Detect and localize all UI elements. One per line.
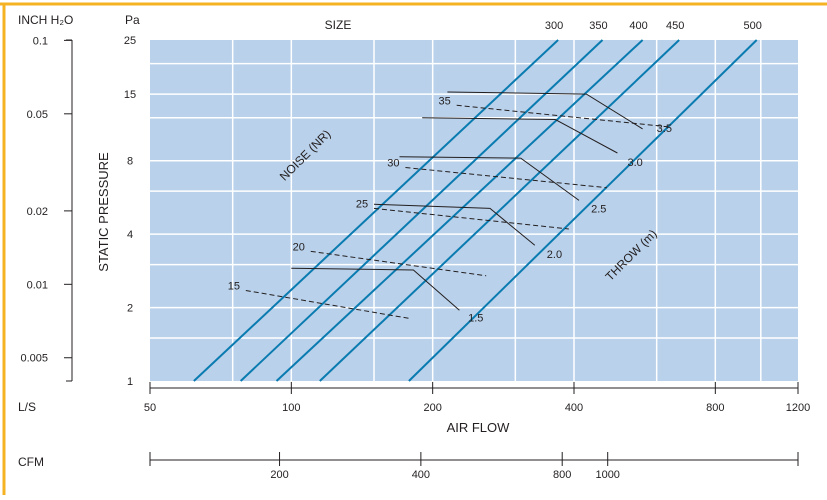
size-line-400 bbox=[275, 39, 644, 382]
size-line-300 bbox=[193, 39, 559, 382]
size-series-lines bbox=[193, 39, 758, 382]
y-tick-label: 4 bbox=[127, 229, 133, 241]
noise-label-20: 20 bbox=[293, 241, 305, 253]
size-line-350 bbox=[239, 39, 604, 382]
size-label-400: 400 bbox=[629, 20, 647, 32]
plot-area bbox=[150, 40, 798, 381]
noise-curve-30 bbox=[405, 167, 607, 189]
x-unit-label: L/S bbox=[18, 400, 36, 414]
x-tick-label: 100 bbox=[282, 402, 300, 414]
size-line-500 bbox=[408, 39, 758, 382]
noise-label-15: 15 bbox=[228, 280, 240, 292]
noise-label-30: 30 bbox=[387, 158, 399, 170]
y-axis-title: STATIC PRESSURE bbox=[96, 152, 111, 272]
y-tick-label: 25 bbox=[124, 35, 136, 47]
x-axis-title: AIR FLOW bbox=[447, 420, 511, 435]
noise-label-35: 35 bbox=[439, 95, 451, 107]
throw-label-3.0: 3.0 bbox=[627, 157, 642, 169]
cfm-tick-label: 800 bbox=[553, 469, 571, 481]
y-axis: 1 2 4 8 15 25 bbox=[124, 35, 136, 388]
size-label-300: 300 bbox=[545, 20, 563, 32]
throw-curves: 1.5 2.0 2.5 3.0 3.5 bbox=[291, 91, 672, 325]
throw-curve-3.0 bbox=[422, 117, 618, 154]
noise-label-25: 25 bbox=[356, 198, 368, 210]
inch-tick-label: 0.1 bbox=[33, 35, 48, 47]
throw-label-2.0: 2.0 bbox=[547, 249, 562, 261]
size-label-500: 500 bbox=[744, 20, 762, 32]
x-tick-label: 50 bbox=[144, 402, 156, 414]
y-tick-label: 15 bbox=[124, 89, 136, 101]
throw-curve-2.5-drop bbox=[520, 157, 580, 201]
y-tick-label: 8 bbox=[127, 156, 133, 168]
noise-curve-15 bbox=[245, 289, 412, 320]
throw-label-3.5: 3.5 bbox=[657, 123, 672, 135]
noise-curve-20 bbox=[310, 250, 487, 277]
throw-curve-3.5 bbox=[447, 91, 643, 130]
throw-curve-2.5 bbox=[399, 156, 521, 159]
cfm-tick-label: 400 bbox=[412, 469, 430, 481]
x-tick-label: 1200 bbox=[786, 402, 810, 414]
x-tick-label: 800 bbox=[706, 402, 724, 414]
cfm-tick-label: 1000 bbox=[595, 469, 619, 481]
y-tick-label: 2 bbox=[127, 303, 133, 315]
y-unit-label: Pa bbox=[125, 13, 140, 27]
inch-tick-label: 0.05 bbox=[27, 109, 48, 121]
throw-label-2.5: 2.5 bbox=[591, 204, 606, 216]
y2-unit-label: INCH H₂O bbox=[18, 13, 73, 27]
throw-label-1.5: 1.5 bbox=[468, 313, 483, 325]
inch-axis: 0.005 0.01 0.02 0.05 0.1 bbox=[20, 35, 73, 382]
size-label-450: 450 bbox=[666, 20, 684, 32]
x2-unit-label: CFM bbox=[18, 455, 44, 469]
cfm-tick-label: 200 bbox=[270, 469, 288, 481]
x-tick-label: 200 bbox=[423, 402, 441, 414]
x-tick-label: 400 bbox=[565, 402, 583, 414]
x-axis: 50 100 200 400 800 1200 bbox=[144, 382, 810, 414]
inch-tick-label: 0.02 bbox=[27, 206, 48, 218]
cfm-axis: 200 400 800 1000 bbox=[149, 452, 799, 481]
y-tick-label: 1 bbox=[127, 376, 133, 388]
inch-tick-label: 0.01 bbox=[27, 279, 48, 291]
throw-curve-2.0 bbox=[373, 203, 536, 246]
size-header: SIZE bbox=[325, 18, 352, 32]
throw-curve-1.5 bbox=[291, 267, 460, 311]
size-line-450 bbox=[319, 39, 680, 382]
inch-tick-label: 0.005 bbox=[20, 353, 48, 365]
noise-curve-25 bbox=[373, 207, 569, 230]
size-label-350: 350 bbox=[589, 20, 607, 32]
